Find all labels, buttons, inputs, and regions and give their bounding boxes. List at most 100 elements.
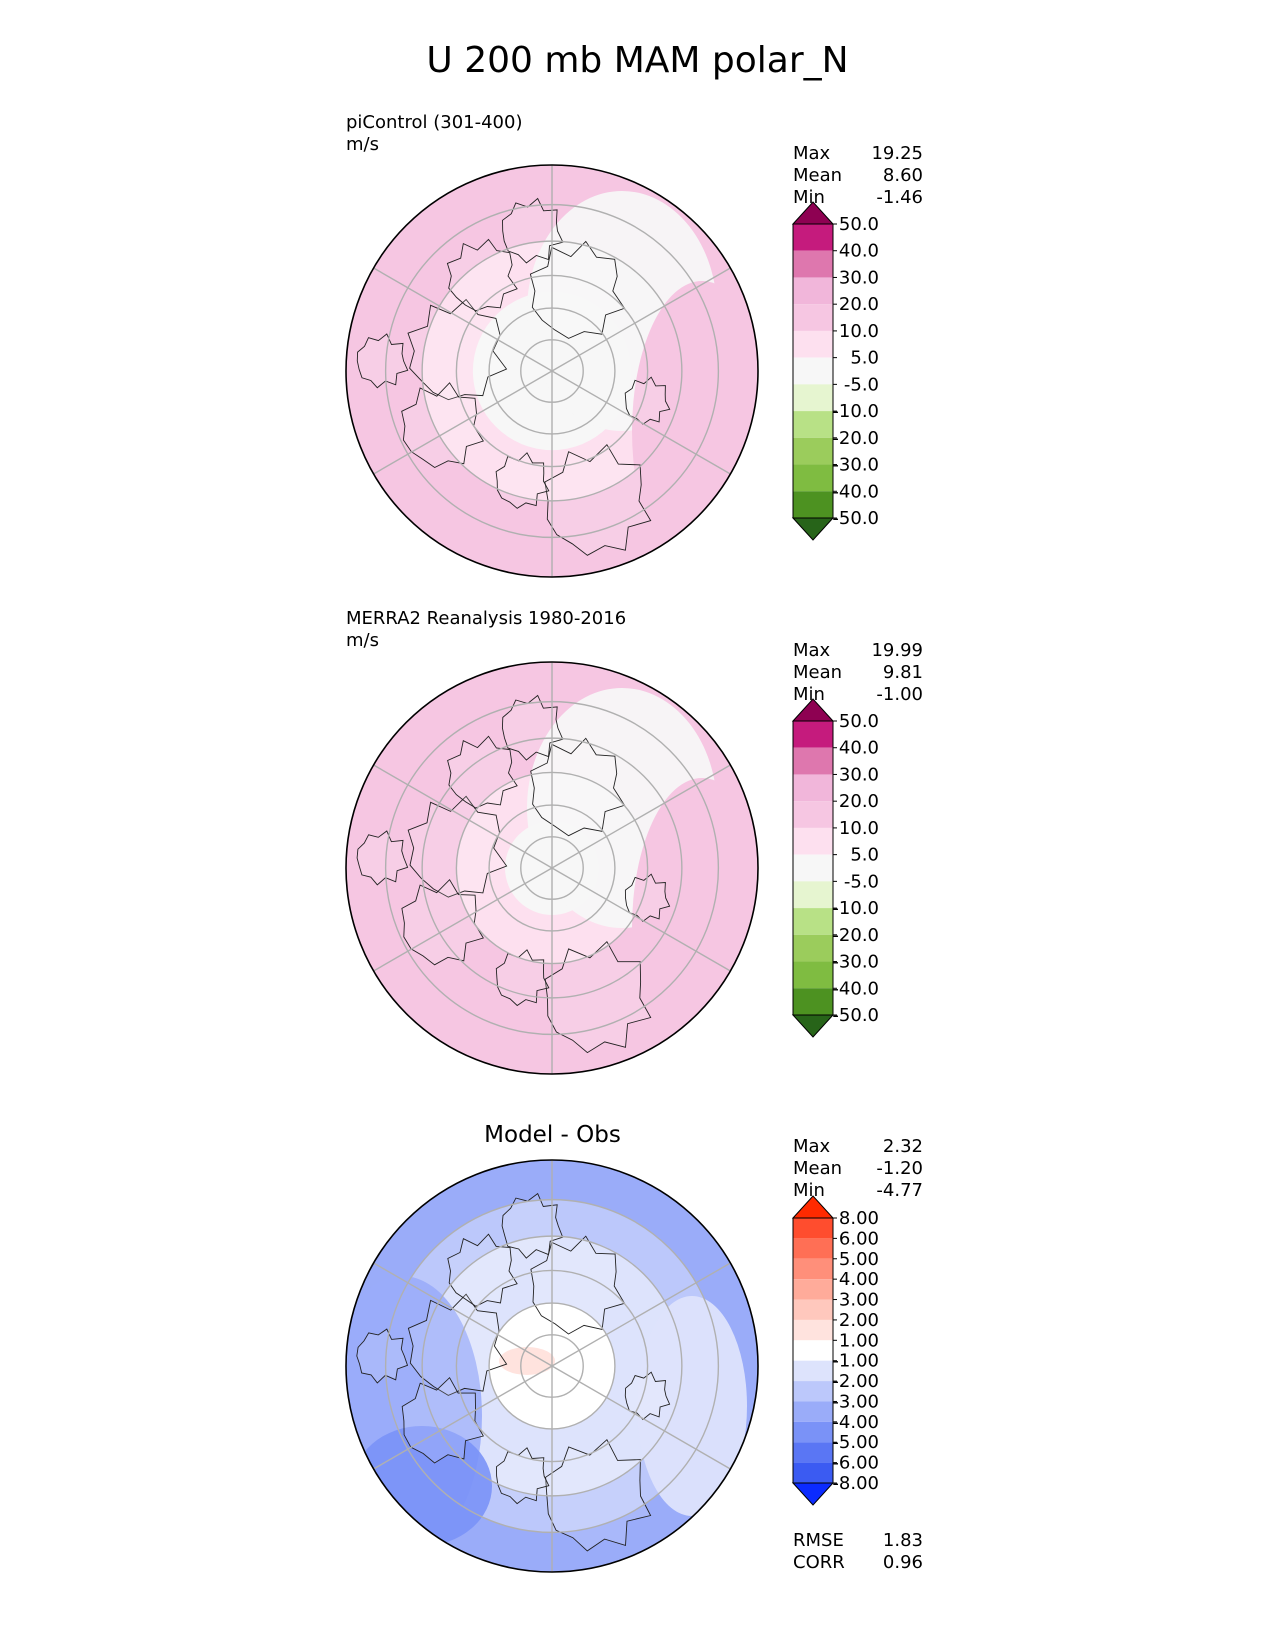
colorbar-tick-label: -5.0 <box>844 871 879 892</box>
stat-value: -4.77 <box>876 1180 923 1201</box>
colorbar-tick-label: 4.00 <box>839 1269 879 1290</box>
colorbar-band <box>793 1360 833 1382</box>
colorbar-band <box>793 304 833 331</box>
colorbar-band <box>793 330 833 358</box>
panel-2-map <box>345 661 759 1075</box>
colorbar-band <box>793 250 833 278</box>
colorbar-band <box>793 1340 833 1361</box>
colorbar-band <box>793 827 833 855</box>
stat-value: -1.00 <box>876 684 923 705</box>
colorbar-band <box>793 1401 833 1422</box>
colorbar-band <box>793 224 833 251</box>
stat-name: Min <box>793 187 825 208</box>
field-patch <box>632 778 758 1074</box>
coastline-shape <box>624 1371 671 1421</box>
colorbar-tick-label: 1.00 <box>839 1330 879 1351</box>
colorbar-tick-label: 6.00 <box>839 1228 879 1249</box>
stat-value: 9.81 <box>882 662 923 683</box>
colorbar-band <box>793 774 833 802</box>
colorbar-band <box>793 1319 833 1341</box>
stat-name: Max <box>793 1136 831 1157</box>
panel-1-label: piControl (301-400) m/s <box>346 112 522 156</box>
panel-2-field <box>346 662 758 1074</box>
coastline-shape <box>356 1328 409 1384</box>
colorbar-tick-label: -3.00 <box>832 1391 879 1412</box>
colorbar-band <box>793 1381 833 1402</box>
stat-value: 19.25 <box>871 143 923 164</box>
colorbar-extend-min <box>791 1014 835 1038</box>
colorbar-band <box>793 1258 833 1280</box>
colorbar-band <box>793 437 833 465</box>
coastline-shape <box>501 694 564 761</box>
colorbar-tick-label: -4.00 <box>832 1412 879 1433</box>
meridian-line <box>551 1262 731 1367</box>
colorbar-band <box>793 411 833 438</box>
panel-3-stats: Max 2.32 Mean -1.20 Min -4.77 <box>793 1136 923 1202</box>
colorbar-band <box>793 491 833 518</box>
colorbar-tick-label: 5.0 <box>850 845 879 866</box>
coastline-shape <box>407 795 508 898</box>
colorbar-tick-label: -40.0 <box>832 481 879 502</box>
colorbar-tick-label: -2.00 <box>832 1371 879 1392</box>
colorbar-tick-label: 8.00 <box>839 1208 879 1229</box>
colorbar-tick-label: -5.00 <box>832 1432 879 1453</box>
metric-value: 1.83 <box>882 1530 923 1551</box>
map-boundary <box>345 1159 759 1573</box>
colorbar-extend-max <box>791 201 835 225</box>
colorbar-band <box>793 988 833 1015</box>
colorbar-tick-label: 5.00 <box>839 1249 879 1270</box>
panel-3-title: Model - Obs <box>484 1122 621 1148</box>
colorbar-band <box>793 881 833 909</box>
coastline-shape <box>496 1447 550 1505</box>
colorbar-frame <box>792 223 834 519</box>
meridian-line <box>551 370 731 475</box>
map-boundary <box>345 661 759 1075</box>
colorbar-frame <box>792 720 834 1016</box>
panel-1-stats: Max 19.25 Mean 8.60 Min -1.46 <box>793 143 923 209</box>
coastline-shape <box>530 1235 626 1335</box>
metric-name: CORR <box>793 1552 845 1573</box>
colorbar-band <box>793 384 833 412</box>
coastline-shape <box>447 735 518 809</box>
stat-name: Mean <box>793 662 843 683</box>
meridian-line <box>551 267 731 372</box>
colorbar-band <box>793 277 833 305</box>
colorbar-tick-label: -20.0 <box>832 428 879 449</box>
colorbar-band <box>793 1462 833 1483</box>
colorbar-tick-label: 40.0 <box>839 241 879 262</box>
colorbar-band <box>793 1299 833 1320</box>
field-patch <box>632 281 758 577</box>
colorbar-band <box>793 934 833 962</box>
colorbar-band <box>793 1238 833 1259</box>
colorbar-tick-label: 30.0 <box>839 267 879 288</box>
panel-2-label: MERRA2 Reanalysis 1980-2016 m/s <box>346 608 626 652</box>
meridian-line <box>551 867 731 972</box>
coastline-shape <box>356 830 409 886</box>
coastline-shape <box>447 1233 518 1307</box>
coastline-shape <box>529 240 626 339</box>
stat-name: Max <box>793 143 831 164</box>
stat-name: Min <box>793 684 825 705</box>
colorbar-band <box>793 747 833 775</box>
stat-name: Max <box>793 640 831 661</box>
colorbar-tick-label: -5.0 <box>844 374 879 395</box>
field-patch <box>637 1296 747 1516</box>
coastline-shape <box>356 333 409 389</box>
meridian-line <box>373 764 553 869</box>
colorbar-tick-label: -8.00 <box>832 1473 879 1494</box>
colorbar-tick-label: 5.0 <box>850 348 879 369</box>
panel-2-name: MERRA2 Reanalysis 1980-2016 <box>346 608 627 629</box>
colorbar-band <box>793 801 833 828</box>
coastline-shape <box>501 1192 564 1259</box>
stat-value: 8.60 <box>882 165 923 186</box>
coastlines <box>356 197 671 556</box>
figure-title: U 200 mb MAM polar_N <box>426 40 849 81</box>
colorbar-extend-max <box>791 1195 835 1219</box>
coastline-shape <box>530 737 626 837</box>
meridian-line <box>551 1365 731 1470</box>
colorbar-band <box>793 721 833 748</box>
colorbar-frame <box>792 1217 834 1484</box>
colorbar-band <box>793 961 833 989</box>
colorbar-tick-label: 3.00 <box>839 1290 879 1311</box>
